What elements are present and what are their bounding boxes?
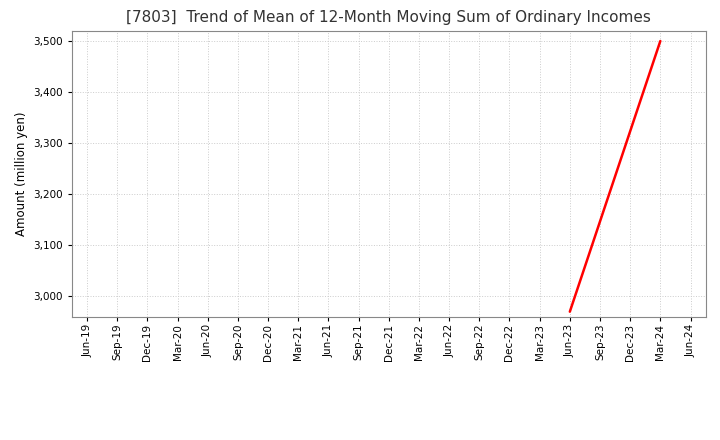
- Title: [7803]  Trend of Mean of 12-Month Moving Sum of Ordinary Incomes: [7803] Trend of Mean of 12-Month Moving …: [127, 11, 651, 26]
- Y-axis label: Amount (million yen): Amount (million yen): [15, 112, 28, 236]
